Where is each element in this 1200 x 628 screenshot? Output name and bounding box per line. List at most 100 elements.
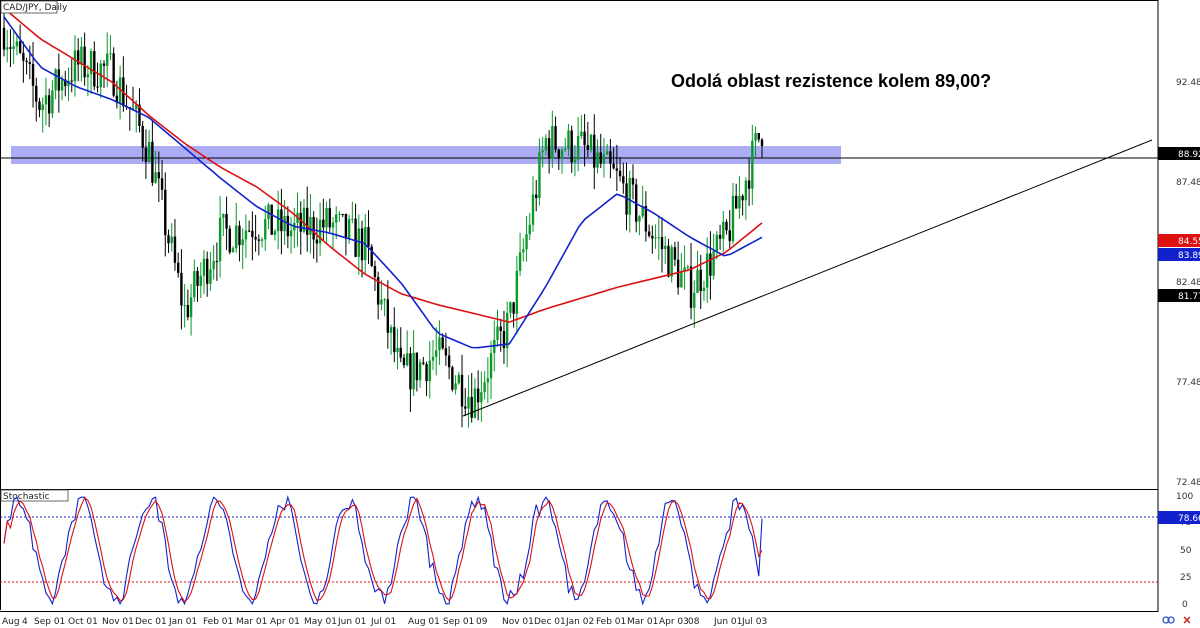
candle-body xyxy=(264,219,267,240)
candle-body xyxy=(270,204,273,235)
candle-body xyxy=(241,239,244,246)
candle-body xyxy=(312,216,315,240)
candle-body xyxy=(35,85,38,102)
candle-body xyxy=(283,215,286,232)
candle-body xyxy=(28,62,32,64)
x-tick: 08 xyxy=(688,617,700,627)
candle-body xyxy=(444,348,448,356)
candle-body xyxy=(554,126,557,150)
candle-body xyxy=(670,247,673,277)
x-tick: Apr 01 xyxy=(270,617,300,627)
candle-body xyxy=(115,95,119,103)
symbol-label: CAD/JPY, Daily xyxy=(3,3,68,13)
candle-body xyxy=(496,326,499,340)
candle-body xyxy=(712,251,715,276)
x-tick: Aug xyxy=(2,617,20,627)
candle-body xyxy=(383,299,386,301)
x-tick: Nov 01 xyxy=(102,617,134,627)
candle-body xyxy=(709,253,712,276)
candle-body xyxy=(525,234,528,250)
candle-body xyxy=(718,234,722,239)
candle-body xyxy=(683,267,686,272)
x-tick: Mar 01 xyxy=(627,617,658,627)
candle-body xyxy=(306,207,309,235)
candle-body xyxy=(589,134,593,150)
candle-body xyxy=(93,51,96,87)
candle-body xyxy=(541,150,544,153)
x-tick: Jan 01 xyxy=(168,617,197,627)
candle-body xyxy=(47,95,51,114)
candle-body xyxy=(147,141,151,163)
price-badge: 83.89 xyxy=(1158,248,1200,261)
candle-body xyxy=(202,258,206,276)
candle-body xyxy=(631,177,635,185)
candle-body xyxy=(86,74,90,78)
candle-body xyxy=(370,246,373,267)
candle-body xyxy=(618,170,622,177)
candle-body xyxy=(564,148,567,150)
candle-body xyxy=(412,352,415,390)
candle-body xyxy=(344,213,348,239)
candle-body xyxy=(651,235,654,239)
candle-body xyxy=(222,214,225,218)
candle-body xyxy=(51,90,54,114)
link-icon[interactable] xyxy=(1162,616,1175,624)
candle-body xyxy=(380,299,383,305)
candle-body xyxy=(460,374,464,407)
candle-body xyxy=(689,266,693,308)
close-icon[interactable] xyxy=(1183,616,1191,624)
candle-body xyxy=(138,104,141,127)
candle-body xyxy=(405,353,409,366)
stoch-tick: 50 xyxy=(1180,546,1192,556)
candle-body xyxy=(512,302,515,314)
x-tick: Sep 01 xyxy=(443,617,474,627)
candle-body xyxy=(680,271,683,288)
candle-body xyxy=(505,312,509,349)
candle-body xyxy=(31,63,35,86)
candle-body xyxy=(80,46,83,65)
candle-body xyxy=(744,180,748,201)
candle-body xyxy=(215,261,219,263)
x-tick: Dec 01 xyxy=(135,617,167,627)
candle-body xyxy=(641,205,644,217)
resistance-zone[interactable] xyxy=(11,146,841,164)
candle-body xyxy=(418,362,422,381)
candle-body xyxy=(654,237,657,239)
candle-body xyxy=(18,41,22,53)
x-tick: Dec 01 xyxy=(534,617,566,627)
stoch-tick: 0 xyxy=(1182,600,1188,610)
candle-body xyxy=(193,270,196,298)
candle-body xyxy=(164,189,167,236)
candle-body xyxy=(438,337,441,351)
candle-body xyxy=(664,245,667,250)
candle-body xyxy=(231,248,235,253)
candle-body xyxy=(209,269,212,284)
candle-body xyxy=(638,216,641,222)
candle-body xyxy=(212,261,215,270)
candle-body xyxy=(354,218,357,257)
price-tick: 87.48 xyxy=(1176,178,1200,188)
candle-body xyxy=(157,172,161,179)
candle-body xyxy=(322,219,325,228)
trendline[interactable] xyxy=(462,139,1153,417)
candle-body xyxy=(547,138,551,159)
candle-body xyxy=(660,237,664,250)
candle-body xyxy=(451,367,454,390)
candle-body xyxy=(154,172,157,183)
candle-body xyxy=(673,247,677,260)
stoch-tick: 25 xyxy=(1180,573,1191,583)
candle-body xyxy=(570,130,573,163)
candle-body xyxy=(454,383,457,390)
candle-body xyxy=(335,214,338,223)
candle-body xyxy=(70,80,73,82)
candle-body xyxy=(676,259,680,288)
candle-body xyxy=(6,47,9,50)
candle-body xyxy=(538,152,541,199)
x-tick: Jul 01 xyxy=(370,617,396,627)
candle-body xyxy=(286,215,290,237)
candle-body xyxy=(54,69,57,91)
x-tick: Jul 03 xyxy=(741,617,767,627)
candle-body xyxy=(612,163,615,169)
candle-body xyxy=(189,297,193,318)
